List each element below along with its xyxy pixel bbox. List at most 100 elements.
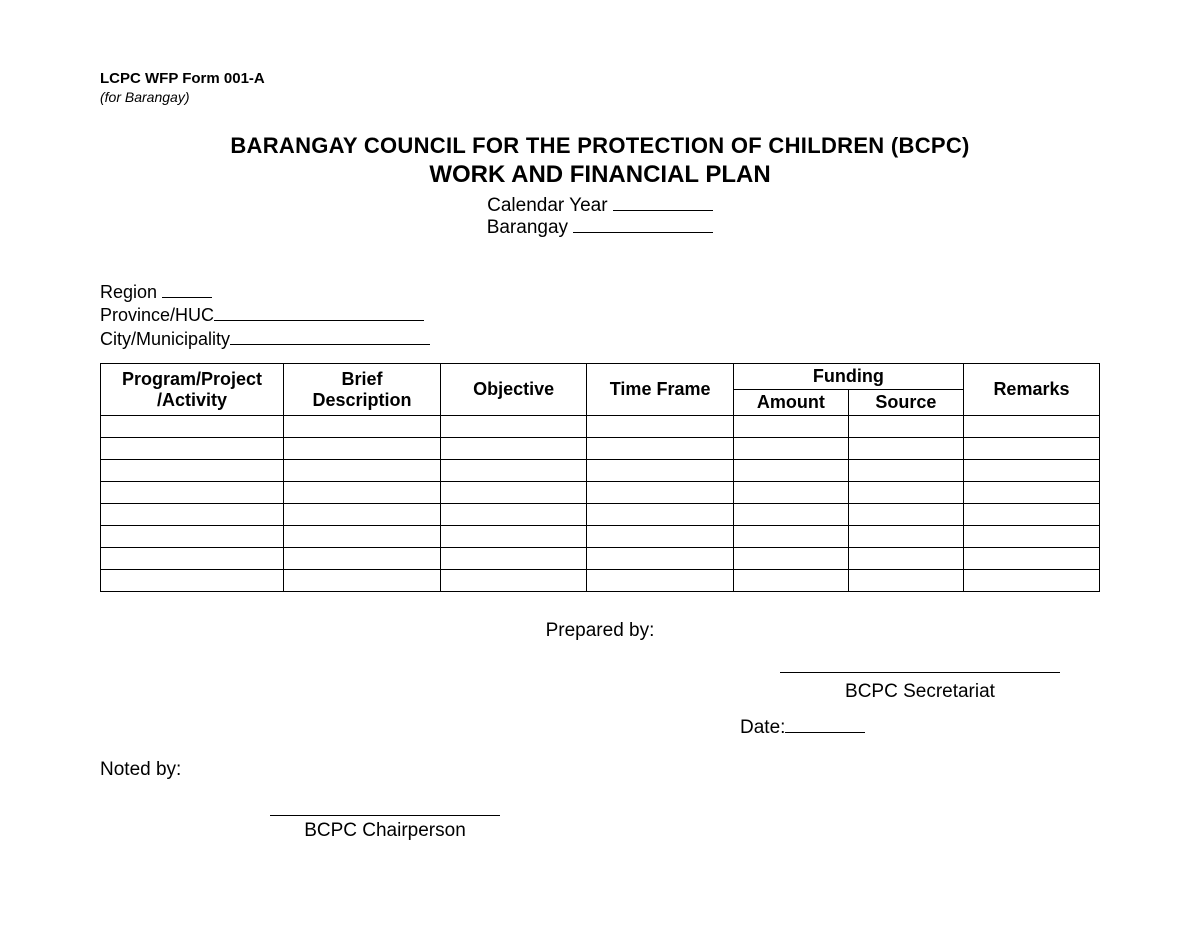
table-row (101, 570, 1100, 592)
province-blank[interactable] (214, 320, 424, 321)
title-block: BARANGAY COUNCIL FOR THE PROTECTION OF C… (100, 133, 1100, 239)
table-cell[interactable] (101, 504, 284, 526)
table-cell[interactable] (101, 416, 284, 438)
table-cell[interactable] (848, 548, 963, 570)
table-cell[interactable] (440, 416, 586, 438)
table-cell[interactable] (284, 570, 441, 592)
table-cell[interactable] (848, 416, 963, 438)
table-row (101, 460, 1100, 482)
table-cell[interactable] (284, 504, 441, 526)
table-cell[interactable] (963, 482, 1099, 504)
table-head: Program/Project /Activity Brief Descript… (101, 364, 1100, 416)
title-line1: BARANGAY COUNCIL FOR THE PROTECTION OF C… (100, 133, 1100, 159)
city-blank[interactable] (230, 344, 430, 345)
table-cell[interactable] (440, 548, 586, 570)
table-cell[interactable] (963, 548, 1099, 570)
table-cell[interactable] (848, 438, 963, 460)
table-cell[interactable] (733, 460, 848, 482)
table-cell[interactable] (587, 504, 733, 526)
table-cell[interactable] (963, 438, 1099, 460)
table-cell[interactable] (733, 438, 848, 460)
table-cell[interactable] (733, 526, 848, 548)
region-blank[interactable] (162, 297, 212, 298)
table-cell[interactable] (848, 570, 963, 592)
table-cell[interactable] (440, 570, 586, 592)
table-cell[interactable] (440, 438, 586, 460)
table-cell[interactable] (101, 548, 284, 570)
chairperson-label: BCPC Chairperson (270, 820, 500, 842)
table-cell[interactable] (963, 570, 1099, 592)
table-cell[interactable] (440, 482, 586, 504)
table-cell[interactable] (963, 526, 1099, 548)
table-cell[interactable] (963, 416, 1099, 438)
table-cell[interactable] (848, 526, 963, 548)
table-cell[interactable] (587, 416, 733, 438)
table-cell[interactable] (733, 504, 848, 526)
table-cell[interactable] (284, 548, 441, 570)
table-cell[interactable] (101, 438, 284, 460)
barangay-blank[interactable] (573, 232, 713, 233)
table-cell[interactable] (101, 526, 284, 548)
table-cell[interactable] (587, 526, 733, 548)
col-program: Program/Project /Activity (101, 364, 284, 416)
table-cell[interactable] (440, 526, 586, 548)
table-row (101, 504, 1100, 526)
table-cell[interactable] (440, 504, 586, 526)
table-cell[interactable] (963, 504, 1099, 526)
table-cell[interactable] (848, 460, 963, 482)
table-cell[interactable] (733, 548, 848, 570)
table-row (101, 416, 1100, 438)
table-cell[interactable] (733, 570, 848, 592)
table-row (101, 438, 1100, 460)
table-cell[interactable] (284, 438, 441, 460)
table-cell[interactable] (848, 504, 963, 526)
table-row (101, 482, 1100, 504)
table-cell[interactable] (101, 570, 284, 592)
table-cell[interactable] (284, 482, 441, 504)
table-cell[interactable] (733, 416, 848, 438)
table-cell[interactable] (101, 460, 284, 482)
secretariat-signature-line[interactable] (780, 672, 1060, 673)
calendar-year-blank[interactable] (613, 210, 713, 211)
date-label: Date: (740, 717, 785, 738)
calendar-year-field: Calendar Year (100, 195, 1100, 217)
col-brief: Brief Description (284, 364, 441, 416)
table-cell[interactable] (101, 482, 284, 504)
table-cell[interactable] (587, 482, 733, 504)
col-timeframe: Time Frame (587, 364, 733, 416)
header-row-1: Program/Project /Activity Brief Descript… (101, 364, 1100, 390)
barangay-field: Barangay (100, 217, 1100, 239)
secretariat-label: BCPC Secretariat (780, 681, 1060, 703)
table-row (101, 526, 1100, 548)
table-cell[interactable] (587, 570, 733, 592)
date-blank[interactable] (785, 732, 865, 733)
table-cell[interactable] (963, 460, 1099, 482)
table-cell[interactable] (587, 548, 733, 570)
table-cell[interactable] (587, 438, 733, 460)
province-label: Province/HUC (100, 305, 214, 325)
table-cell[interactable] (284, 460, 441, 482)
table-cell[interactable] (284, 416, 441, 438)
form-code: LCPC WFP Form 001-A (100, 70, 1100, 87)
form-header: LCPC WFP Form 001-A (for Barangay) (100, 70, 1100, 105)
table-cell[interactable] (733, 482, 848, 504)
chairperson-signature-line[interactable] (270, 815, 500, 816)
table-cell[interactable] (587, 460, 733, 482)
table-cell[interactable] (284, 526, 441, 548)
table-cell[interactable] (848, 482, 963, 504)
calendar-year-label: Calendar Year (487, 195, 607, 216)
region-label: Region (100, 282, 157, 302)
signature-block: Prepared by: BCPC Secretariat Date: Note… (100, 620, 1100, 842)
city-label: City/Municipality (100, 329, 230, 349)
region-field: Region (100, 281, 1100, 304)
barangay-label: Barangay (487, 217, 568, 238)
col-objective: Objective (440, 364, 586, 416)
col-source: Source (848, 390, 963, 416)
city-field: City/Municipality (100, 328, 1100, 351)
col-remarks: Remarks (963, 364, 1099, 416)
province-field: Province/HUC (100, 304, 1100, 327)
col-amount: Amount (733, 390, 848, 416)
table-row (101, 548, 1100, 570)
plan-table: Program/Project /Activity Brief Descript… (100, 363, 1100, 592)
table-cell[interactable] (440, 460, 586, 482)
